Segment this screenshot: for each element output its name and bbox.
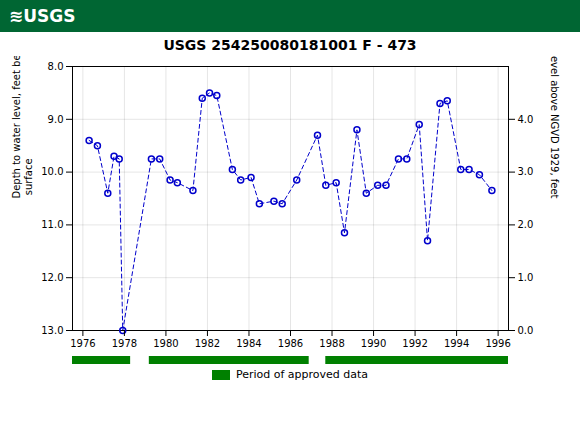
svg-text:3.0: 3.0 [518,166,534,177]
svg-text:9.0: 9.0 [48,114,64,125]
svg-text:1980: 1980 [153,338,178,349]
svg-text:1986: 1986 [278,338,303,349]
svg-text:2.0: 2.0 [518,219,534,230]
svg-text:Depth to water level, feet bel: Depth to water level, feet below land su… [11,56,34,199]
svg-text:1976: 1976 [70,338,95,349]
svg-text:0.0: 0.0 [518,325,534,336]
svg-text:10.0: 10.0 [41,166,63,177]
svg-text:1982: 1982 [195,338,220,349]
svg-text:13.0: 13.0 [41,325,63,336]
html-text:USGS 254250080181001 F - 473: USGS 254250080181001 F - 473 [163,37,417,53]
svg-text:Groundwater level above NGVD 1: Groundwater level above NGVD 1929, feet [549,56,560,199]
svg-text:1996: 1996 [485,338,510,349]
svg-text:1988: 1988 [319,338,344,349]
svg-text:1978: 1978 [112,338,137,349]
svg-text:8.0: 8.0 [48,61,64,72]
svg-text:1984: 1984 [236,338,261,349]
svg-text:12.0: 12.0 [41,272,63,283]
svg-text:1990: 1990 [361,338,386,349]
svg-text:1994: 1994 [444,338,469,349]
svg-text:4.0: 4.0 [518,114,534,125]
svg-text:1.0: 1.0 [518,272,534,283]
svg-text:11.0: 11.0 [41,219,63,230]
html-text:Period of approved data: Period of approved data [235,368,369,381]
svg-text:1992: 1992 [402,338,427,349]
html-text:≋USGS: ≋USGS [9,6,76,26]
